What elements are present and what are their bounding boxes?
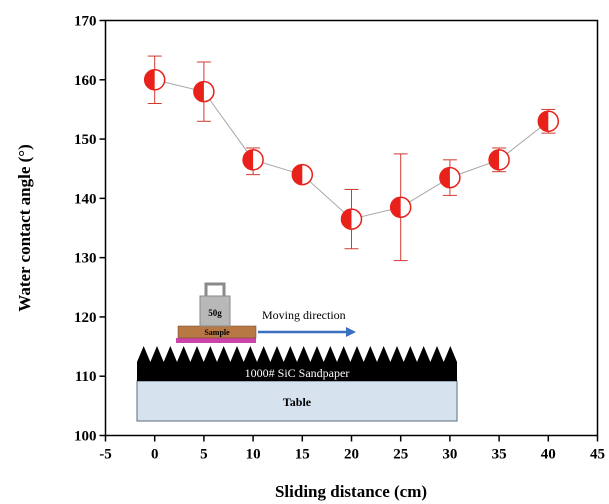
y-tick-label: 120	[74, 310, 97, 326]
weight-body	[199, 295, 231, 327]
x-tick-label: 40	[541, 447, 556, 463]
sandpaper-tooth	[310, 346, 324, 362]
sandpaper-tooth	[430, 346, 444, 362]
y-tick-label: 170	[74, 14, 97, 30]
x-tick-label: 5	[200, 447, 208, 463]
sandpaper-teeth	[137, 346, 457, 362]
data-point-fill	[489, 149, 500, 170]
x-tick-label: 15	[295, 447, 310, 463]
direction-label: Moving direction	[262, 308, 346, 322]
x-tick-label: -5	[99, 447, 112, 463]
x-tick-label: 30	[442, 447, 457, 463]
sandpaper-tooth	[297, 346, 311, 362]
y-tick-label: 150	[74, 132, 97, 148]
y-axis-ticks: 100 110 120 130 140 150 160 170	[74, 14, 106, 445]
sandpaper-tooth	[270, 346, 284, 362]
x-tick-label: 45	[590, 447, 605, 463]
data-point-fill	[243, 149, 254, 170]
x-axis-ticks: -5 0 5 10 15 20 25 30 35 40 45	[99, 435, 605, 463]
sandpaper-tooth	[377, 346, 391, 362]
sandpaper-tooth	[363, 346, 377, 362]
substrate-layer	[176, 338, 256, 343]
sandpaper-tooth	[403, 346, 417, 362]
y-axis-title: Water contact angle (°)	[15, 144, 34, 311]
x-tick-label: 20	[344, 447, 359, 463]
data-point-fill	[439, 167, 450, 188]
y-tick-label: 160	[74, 73, 97, 89]
y-tick-label: 110	[75, 369, 97, 385]
sandpaper-label: 1000# SiC Sandpaper	[245, 366, 350, 380]
sandpaper-tooth	[350, 346, 364, 362]
sandpaper-tooth	[323, 346, 337, 362]
y-tick-label: 130	[74, 251, 97, 267]
sandpaper-tooth	[337, 346, 351, 362]
sandpaper-tooth	[137, 346, 151, 362]
x-axis-title: Sliding distance (cm)	[275, 482, 427, 501]
sandpaper-tooth	[243, 346, 257, 362]
direction-arrow-head	[346, 327, 356, 337]
y-tick-label: 140	[74, 191, 97, 207]
sandpaper-strip	[137, 362, 457, 381]
data-point-fill	[341, 209, 352, 230]
sandpaper-tooth	[190, 346, 204, 362]
data-point-fill	[390, 197, 401, 218]
sandpaper-tooth	[217, 346, 231, 362]
data-point-fill	[193, 81, 204, 102]
inset-illustration: Table 1000# SiC Sandpaper Sample 50g Mov…	[136, 282, 458, 422]
sandpaper-tooth	[257, 346, 271, 362]
sandpaper-tooth	[163, 346, 177, 362]
sandpaper-tooth	[443, 346, 457, 362]
y-tick-label: 100	[74, 429, 97, 445]
x-tick-label: 0	[151, 447, 159, 463]
table-label: Table	[283, 395, 312, 409]
x-tick-label: 10	[246, 447, 261, 463]
weight-label: 50g	[208, 308, 222, 318]
data-point-fill	[292, 164, 303, 185]
table-block	[136, 380, 458, 422]
sandpaper-tooth	[390, 346, 404, 362]
sandpaper-tooth	[417, 346, 431, 362]
data-series	[143, 55, 560, 262]
x-tick-label: 25	[393, 447, 408, 463]
weight-handle	[204, 282, 226, 296]
sample-label: Sample	[204, 328, 230, 337]
data-point-fill	[538, 111, 549, 132]
sandpaper-tooth	[150, 346, 164, 362]
sandpaper-tooth	[230, 346, 244, 362]
sandpaper-tooth	[203, 346, 217, 362]
data-point-fill	[144, 69, 155, 90]
x-tick-label: 35	[492, 447, 507, 463]
sandpaper-tooth	[283, 346, 297, 362]
sandpaper-tooth	[177, 346, 191, 362]
